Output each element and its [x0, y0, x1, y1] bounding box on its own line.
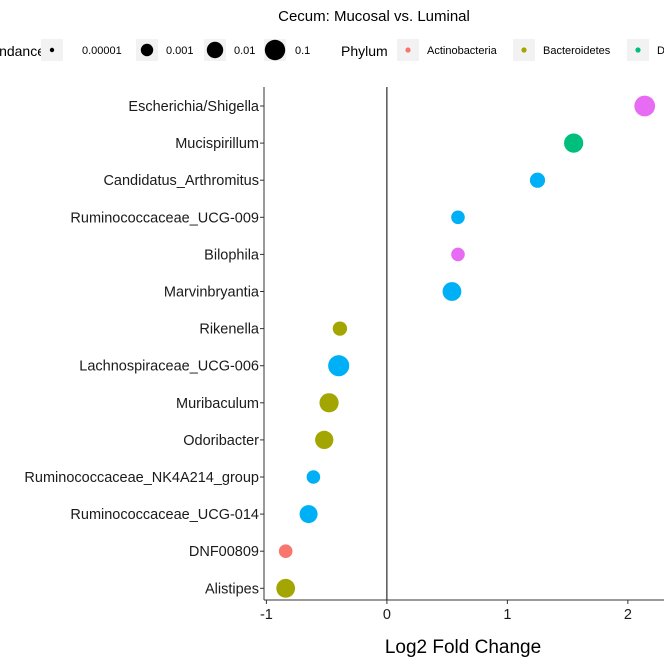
y-tick-label: Alistipes	[205, 581, 259, 597]
data-points	[276, 95, 656, 598]
data-point	[328, 355, 350, 377]
y-tick-label: Lachnospiraceae_UCG-006	[79, 359, 259, 375]
x-tick-label: 0	[383, 607, 391, 623]
size-legend-label: 0.01	[234, 45, 255, 57]
chart-title: Cecum: Mucosal vs. Luminal	[278, 8, 470, 25]
y-tick-label: Odoribacter	[183, 433, 259, 449]
data-point	[442, 282, 462, 301]
color-legend-label: Actinobacteria	[427, 45, 498, 57]
legend: ndance 0.00001 0.001 0.01 0.1 Phylum Actino…	[0, 39, 664, 61]
data-point	[299, 505, 318, 524]
color-legend-dot	[635, 47, 641, 53]
color-legend-items: Actinobacteria Bacteroidetes D	[397, 39, 664, 61]
x-axis-ticks: -1 0 1 2	[260, 600, 632, 623]
y-tick-label: Mucispirillum	[175, 136, 259, 152]
y-tick-label: Rikenella	[199, 322, 260, 338]
color-legend-label: D	[657, 45, 664, 57]
color-legend-title: Phylum	[341, 43, 388, 59]
y-tick-label: Marvinbryantia	[164, 285, 260, 301]
size-legend-label: 0.1	[295, 45, 310, 57]
y-tick-label: Escherichia/Shigella	[128, 99, 260, 115]
y-tick-label: Ruminococcaceae_UCG-014	[70, 507, 259, 523]
size-legend-dot	[49, 47, 55, 53]
data-point	[564, 133, 584, 153]
x-tick-label: 1	[503, 607, 511, 623]
x-tick-label: -1	[260, 607, 273, 623]
data-point	[319, 393, 339, 413]
x-axis-title: Log2 Fold Change	[385, 637, 541, 658]
data-point	[278, 544, 293, 559]
x-tick-label: 2	[624, 607, 632, 623]
y-tick-label: Ruminococcaceae_UCG-009	[70, 210, 259, 226]
size-legend-dot	[140, 43, 154, 57]
y-tick-label: Bilophila	[204, 247, 260, 263]
y-tick-label: DNF00809	[189, 544, 259, 560]
data-point	[529, 172, 546, 188]
data-point	[634, 95, 656, 117]
color-legend-dot	[405, 47, 411, 53]
data-point	[332, 321, 348, 336]
data-point	[451, 210, 465, 225]
size-legend-label: 0.00001	[82, 45, 122, 57]
data-point	[306, 470, 321, 484]
y-tick-label: Ruminococcaceae_NK4A214_group	[24, 470, 259, 486]
size-legend-label: 0.001	[166, 45, 194, 57]
data-point	[276, 578, 296, 598]
y-tick-label: Muribaculum	[176, 396, 259, 412]
size-legend-dot	[264, 39, 286, 61]
size-legend-items: 0.00001 0.001 0.01 0.1	[41, 39, 310, 61]
color-legend-dot	[521, 47, 527, 53]
size-legend-dot	[206, 41, 224, 59]
size-legend-title: ndance	[0, 43, 45, 59]
data-point	[451, 247, 465, 262]
y-axis-labels: Escherichia/Shigella Mucispirillum Candida…	[24, 99, 264, 597]
y-tick-label: Candidatus_Arthromitus	[103, 173, 259, 189]
data-point	[315, 430, 334, 450]
color-legend-label: Bacteroidetes	[543, 45, 611, 57]
plot-panel: Escherichia/Shigella Mucispirillum Candida…	[24, 87, 664, 623]
